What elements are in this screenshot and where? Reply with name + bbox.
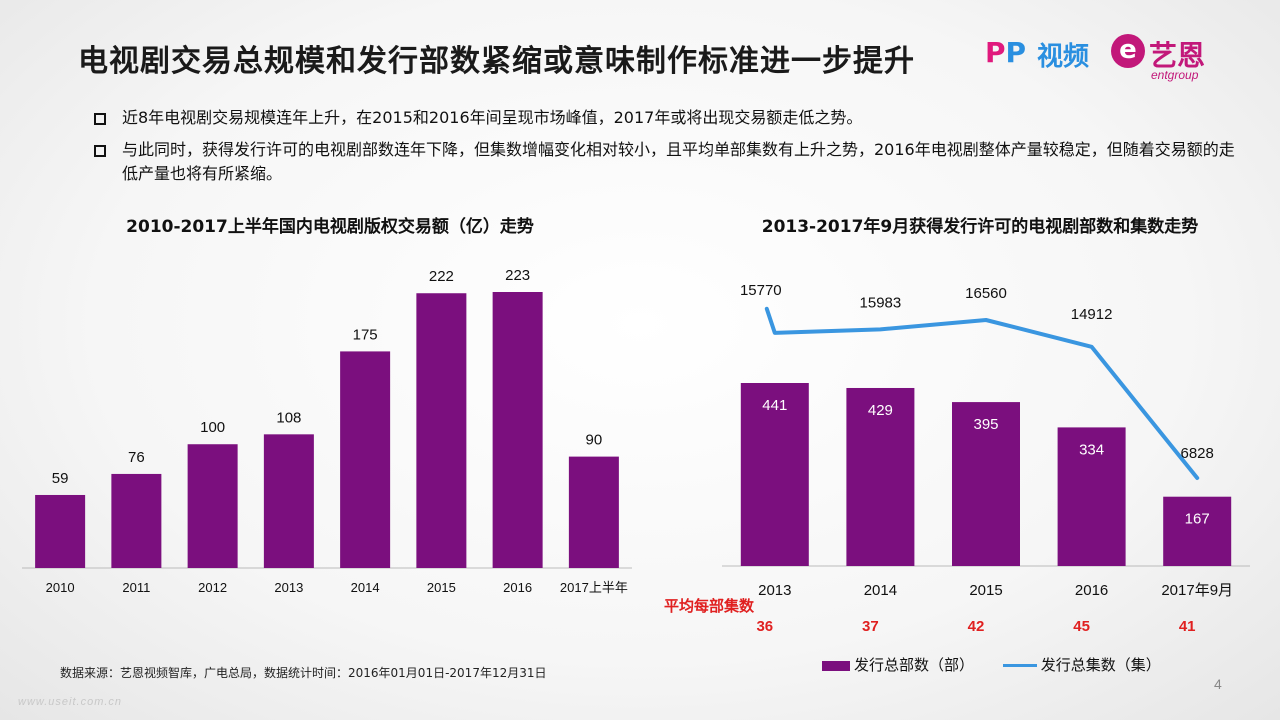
legend-line-label: 发行总集数（集） — [1040, 656, 1161, 674]
left-chart-value-label: 90 — [586, 432, 603, 449]
right-chart-bar-value-label: 429 — [868, 402, 893, 419]
right-chart-bar-value-label: 441 — [762, 397, 787, 414]
legend-bar-label: 发行总部数（部） — [854, 656, 975, 674]
avg-episodes-value: 42 — [968, 618, 985, 635]
left-chart-value-label: 76 — [128, 449, 145, 466]
right-chart-bar — [952, 402, 1020, 566]
episodes-value-label: 15770 — [740, 282, 782, 299]
left-chart-tick-label: 2012 — [198, 580, 227, 595]
left-chart-value-label: 175 — [353, 326, 378, 343]
avg-episodes-value: 45 — [1073, 618, 1090, 635]
right-chart-tick-label: 2017年9月 — [1161, 582, 1233, 599]
avg-episodes-label: 平均每部集数 — [664, 597, 755, 615]
bullet-text: 与此同时，获得发行许可的电视剧部数连年下降，但集数增幅变化相对较小，且平均单部集… — [122, 140, 1235, 183]
right-chart-bar — [740, 383, 809, 566]
left-chart-bar — [111, 473, 162, 568]
left-chart-bar — [568, 456, 619, 568]
right-chart-bar — [846, 387, 915, 566]
episodes-value-label: 14912 — [1071, 306, 1113, 323]
yien-logo-text: 艺恩 — [1149, 39, 1206, 72]
left-chart-bar — [340, 351, 391, 568]
right-chart-tick-label: 2014 — [864, 582, 897, 599]
bullet-item: 与此同时，获得发行许可的电视剧部数连年下降，但集数增幅变化相对较小，且平均单部集… — [90, 138, 1240, 186]
right-chart-bar-value-label: 334 — [1079, 441, 1104, 458]
left-chart-tick-label: 2010 — [46, 580, 75, 595]
video-logo-text: 视频 — [1037, 42, 1090, 72]
left-chart-value-label: 222 — [429, 268, 454, 285]
legend-item-bars: 发行总部数（部） — [822, 654, 974, 675]
brand-logo: PP 视频 e 艺恩 entgroup — [985, 30, 1235, 85]
left-chart-tick-label: 2017上半年 — [560, 580, 628, 595]
avg-episodes-value: 37 — [862, 618, 879, 635]
right-chart-tick-label: 2016 — [1075, 582, 1108, 599]
left-chart-value-label: 59 — [52, 470, 69, 487]
left-chart-title: 2010-2017上半年国内电视剧版权交易额（亿）走势 — [126, 217, 534, 237]
watermark-text: www.useit.com.cn — [18, 696, 123, 708]
left-chart-value-label: 223 — [505, 267, 530, 284]
left-chart-tick-label: 2013 — [274, 580, 303, 595]
right-chart-bar — [1163, 496, 1232, 566]
left-chart-bar — [416, 293, 467, 568]
episodes-series-line — [764, 306, 1200, 480]
square-bullet-icon — [94, 113, 106, 125]
entgroup-e-icon: e — [1111, 34, 1145, 68]
episodes-value-label: 15983 — [860, 294, 902, 311]
right-chart-tick-label: 2015 — [969, 582, 1002, 599]
left-chart-bar — [187, 444, 238, 568]
avg-episodes-value: 36 — [756, 618, 773, 635]
episodes-value-label: 6828 — [1181, 445, 1214, 462]
left-chart-bar — [35, 494, 86, 568]
right-chart-title: 2013-2017年9月获得发行许可的电视剧部数和集数走势 — [761, 217, 1199, 237]
avg-episodes-value: 41 — [1179, 618, 1196, 635]
left-chart-tick-label: 2016 — [503, 580, 532, 595]
page-title: 电视剧交易总规模和发行部数紧缩或意味制作标准进一步提升 — [78, 44, 915, 79]
right-chart-bar — [1057, 427, 1126, 566]
left-chart-bar — [492, 292, 543, 568]
square-bullet-icon — [94, 145, 106, 157]
legend-bar-swatch — [822, 660, 850, 671]
page-number: 4 — [1214, 676, 1222, 692]
left-chart-tick-label: 2015 — [427, 580, 456, 595]
episodes-value-label: 16560 — [965, 285, 1007, 302]
pp-logo-text: PP — [985, 36, 1027, 69]
entgroup-logo-text: entgroup — [1151, 68, 1199, 82]
summary-bullets: 近8年电视剧交易规模连年上升，在2015和2016年间呈现市场峰值，2017年或… — [90, 106, 1240, 194]
data-source-note: 数据来源：艺恩视频智库，广电总局，数据统计时间：2016年01月01日-2017… — [60, 666, 547, 680]
legend-line-swatch — [1002, 664, 1037, 667]
bullet-text: 近8年电视剧交易规模连年上升，在2015和2016年间呈现市场峰值，2017年或… — [122, 108, 863, 127]
right-chart-legend: 发行总部数（部） 发行总集数（集） — [822, 654, 1185, 675]
left-chart-bar — [263, 434, 314, 568]
right-chart-bar-value-label: 395 — [973, 416, 998, 433]
left-chart-tick-label: 2014 — [351, 580, 380, 595]
right-chart-tick-label: 2013 — [758, 582, 791, 599]
bullet-item: 近8年电视剧交易规模连年上升，在2015和2016年间呈现市场峰值，2017年或… — [90, 106, 1240, 130]
left-chart-value-label: 100 — [200, 419, 225, 436]
legend-item-line: 发行总集数（集） — [1002, 654, 1161, 675]
left-chart-tick-label: 2011 — [122, 580, 150, 595]
left-chart-value-label: 108 — [276, 409, 301, 426]
right-chart-bar-value-label: 167 — [1185, 511, 1210, 528]
